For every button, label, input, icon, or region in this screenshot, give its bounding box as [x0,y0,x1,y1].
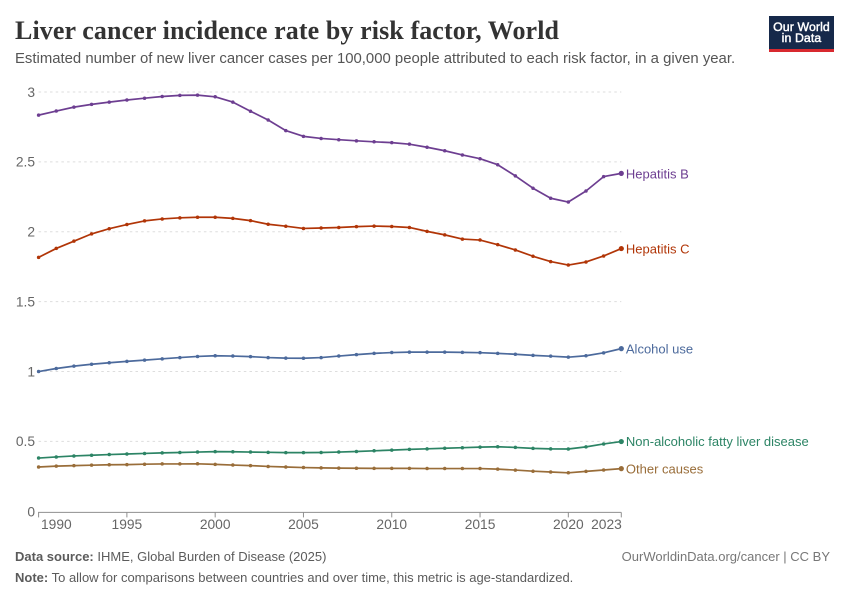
svg-text:3: 3 [27,85,35,100]
svg-text:Hepatitis B: Hepatitis B [626,167,689,182]
svg-text:2005: 2005 [288,517,319,532]
svg-text:2: 2 [27,225,35,240]
svg-text:2000: 2000 [200,517,231,532]
svg-text:Alcohol use: Alcohol use [626,342,693,357]
svg-text:0: 0 [27,505,35,520]
svg-text:2020: 2020 [553,517,584,532]
svg-text:1990: 1990 [41,517,72,532]
svg-text:1995: 1995 [112,517,143,532]
svg-text:1: 1 [27,364,35,379]
svg-text:1.5: 1.5 [16,295,36,310]
svg-text:0.5: 0.5 [16,434,36,449]
svg-text:2010: 2010 [376,517,407,532]
svg-text:Hepatitis C: Hepatitis C [626,242,690,257]
svg-text:2015: 2015 [465,517,496,532]
svg-text:2.5: 2.5 [16,155,36,170]
svg-text:2023: 2023 [591,517,622,532]
svg-text:Other causes: Other causes [626,462,704,477]
svg-text:Non-alcoholic fatty liver dise: Non-alcoholic fatty liver disease [626,434,809,449]
